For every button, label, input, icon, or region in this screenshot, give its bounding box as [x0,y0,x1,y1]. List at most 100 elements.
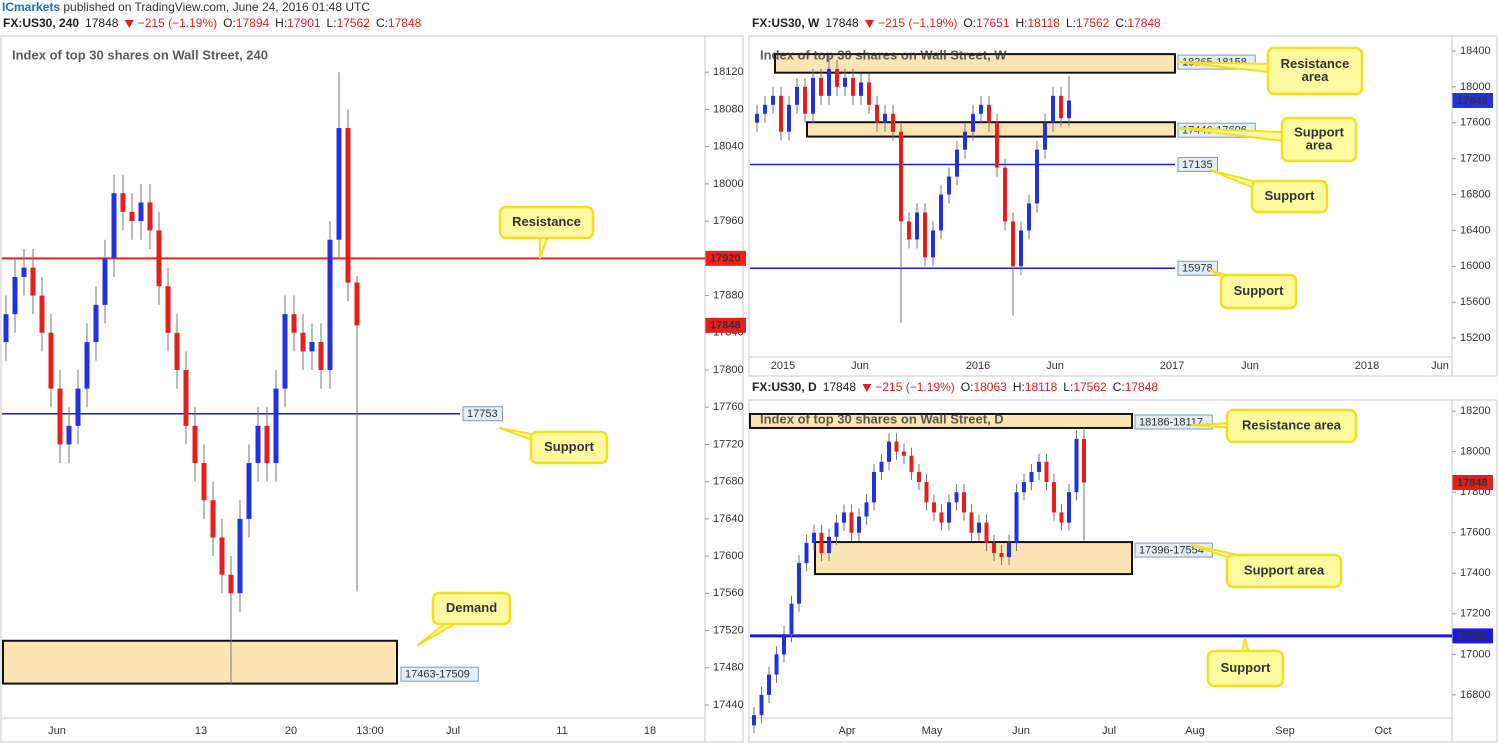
y-tick-label: 17880 [713,289,744,301]
zone-label-box [400,666,479,682]
candle-body [955,149,959,177]
stat-value: 17848 [388,16,422,30]
symbol: FX:US30, D [752,380,817,394]
last-price-label: 17848 [710,320,741,332]
candle-body [789,603,794,635]
y-tick-label: 17200 [1460,153,1491,165]
callout-text: Support [544,439,594,454]
down-arrow [862,384,872,392]
y-tick-label: 18400 [1460,45,1491,57]
candle-body [12,276,18,315]
candle-body [902,451,906,456]
y-tick-label: 18040 [713,141,744,153]
callout-box [1206,649,1285,688]
stat-label: C: [376,16,388,30]
last-price: 17848 [823,380,857,394]
stat-value: 17901 [287,16,321,30]
candle-body [759,694,764,716]
banner: ICmarkets published on TradingView.com, … [2,0,370,14]
x-tick-label: Jun [851,360,869,372]
candle-body [857,516,861,533]
candle-body [1014,492,1019,543]
change: −215 (−1.19%) [878,16,957,30]
callout-text: Support [1294,124,1344,139]
x-tick-label: Jun [1046,360,1064,372]
candle-body [979,104,983,114]
zone [2,639,398,685]
panel [748,35,1498,377]
stat-value: 18118 [1027,16,1060,30]
x-tick-label: 2016 [966,360,990,372]
candle-body [819,532,824,554]
stat-label: L: [327,16,337,30]
candle-body [282,314,288,389]
symbol: FX:US30, 240 [3,16,79,30]
candle-body [273,388,279,464]
candle-body [859,82,863,96]
candle-body [309,342,315,352]
candle-body [1003,167,1007,222]
x-tick-label: Jun [48,725,66,737]
x-tick-label: 11 [556,725,567,737]
change: −215 (−1.19%) [138,16,217,30]
candle-body [165,286,171,333]
callout-text: Support [1265,188,1315,203]
candle-body [48,332,54,389]
candle-body [947,502,951,523]
candle-body [819,77,823,96]
level-label: 15978 [1182,263,1213,275]
stat-value: 17651 [976,16,1010,30]
panel [0,35,744,743]
symbol: FX:US30, W [752,16,820,30]
stat-label: O: [963,16,976,30]
candle-body [962,492,966,513]
y-tick-label: 17200 [1460,608,1491,620]
candle-body [300,332,306,352]
x-tick-label: 18 [644,725,656,737]
candle-body [843,77,847,87]
candle-body [246,463,252,519]
y-tick-label: 17520 [713,624,744,636]
x-tick-label: Oct [1374,725,1391,737]
candle-body [939,194,943,231]
zone [814,541,1133,576]
stat-label: H: [275,16,287,30]
x-tick-label: Aug [1185,725,1205,737]
level-axis-label-box [1452,628,1493,644]
candle-body [923,212,927,258]
zone-label: 17463-17509 [405,669,470,681]
x-tick-label: 13:00 [356,725,384,737]
y-tick-label: 17600 [713,550,744,562]
candle-body [102,258,108,305]
candle-body [1074,438,1079,493]
change: −215 (−1.19%) [875,380,954,394]
callout-text: Demand [446,600,497,615]
candle-body [1011,221,1015,267]
candle-body [795,86,799,105]
watermark-title: Index of top 30 shares on Wall Street, D [760,411,1004,426]
y-tick-label: 17440 [713,699,744,711]
y-tick-label: 17760 [713,401,744,413]
candle-body [931,230,935,258]
x-tick-label: 2018 [1355,360,1379,372]
candle-body [992,542,996,554]
last-price: 17848 [825,16,859,30]
stat-label: L: [1066,16,1076,30]
candle-body [57,388,63,445]
candle-body [30,267,36,296]
candle-body [3,314,9,343]
x-tick-label: 2017 [1160,360,1184,372]
candle-body [767,674,771,695]
chart-header-stats: −215 (−1.19%) O:18063 H:18118 L:17562 C:1784… [875,380,1158,394]
candle-body [174,332,180,370]
y-tick-label: 17720 [713,438,744,450]
stat-value: 18063 [973,380,1007,394]
candle-body [1019,230,1023,267]
callout-text: Support [1234,283,1284,298]
watermark-title: Index of top 30 shares on Wall Street, W [760,47,1007,62]
candle-body [803,86,807,114]
candle-body [915,212,919,240]
y-tick-label: 18200 [1460,405,1491,417]
last-price: 17848 [85,16,119,30]
y-tick-label: 18000 [713,178,744,190]
